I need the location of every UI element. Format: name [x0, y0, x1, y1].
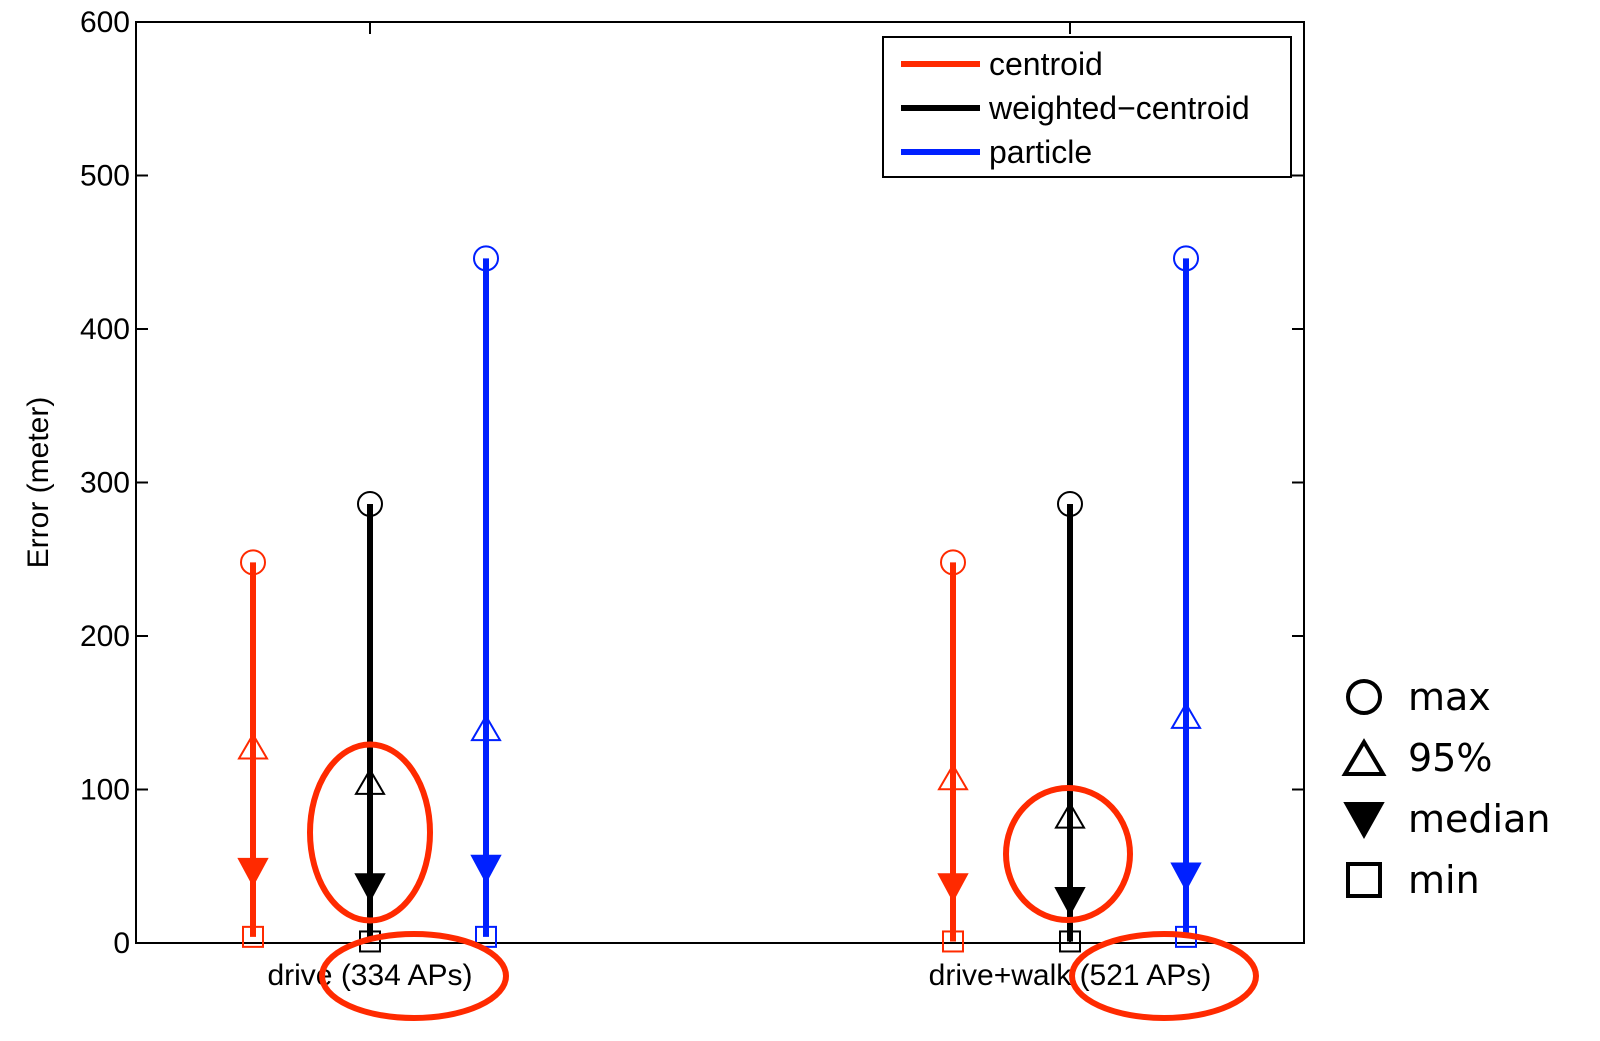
stat-max-icon	[1346, 679, 1382, 715]
legend: centroid weighted−centroid particle	[882, 36, 1292, 178]
stat-legend-label: min	[1408, 858, 1480, 902]
y-tick-label: 300	[80, 467, 130, 500]
median-marker	[354, 873, 386, 903]
median-marker	[1170, 862, 1202, 892]
p95-marker	[1170, 701, 1202, 729]
median-marker	[470, 854, 502, 884]
p95-marker	[470, 714, 502, 742]
max-marker	[1173, 245, 1199, 272]
stat-min-icon	[1346, 862, 1382, 898]
stat-legend-label: median	[1408, 797, 1550, 841]
y-tick-label: 100	[80, 774, 130, 807]
median-marker	[237, 857, 269, 887]
highlight-ellipse	[1003, 784, 1133, 923]
legend-label: centroid	[989, 46, 1103, 82]
p95-marker	[354, 767, 386, 795]
legend-label: weighted−centroid	[988, 90, 1250, 126]
highlight-ellipse	[307, 741, 433, 924]
median-marker	[1054, 887, 1086, 917]
max-marker	[473, 245, 499, 272]
max-marker	[240, 549, 266, 576]
stat-legend: max 95% median min	[1341, 675, 1550, 902]
y-tick-label: 400	[80, 313, 130, 346]
y-tick-label: 600	[80, 6, 130, 39]
x-tick-label: drive (334 APs)	[267, 959, 472, 992]
stat-p95-icon	[1341, 738, 1387, 776]
stat-legend-label: 95%	[1408, 736, 1492, 780]
y-tick-label: 200	[80, 620, 130, 653]
y-tick-label: 0	[113, 927, 130, 960]
p95-marker	[937, 763, 969, 791]
max-marker	[1057, 490, 1083, 517]
highlight-ellipse	[319, 931, 509, 1021]
highlight-ellipse	[1069, 931, 1259, 1021]
median-marker	[937, 873, 969, 903]
stat-median-icon	[1343, 802, 1385, 840]
p95-marker	[237, 732, 269, 760]
min-marker	[1059, 930, 1081, 953]
y-tick-label: 500	[80, 160, 130, 193]
y-axis-title: Error (meter)	[22, 397, 55, 569]
min-marker	[242, 925, 264, 948]
max-marker	[357, 490, 383, 517]
min-marker	[942, 930, 964, 953]
p95-marker	[1054, 801, 1086, 829]
legend-label: particle	[989, 134, 1092, 170]
highlight-layer	[307, 741, 1259, 1021]
max-marker	[940, 549, 966, 576]
stat-legend-label: max	[1408, 675, 1491, 719]
series-layer	[237, 245, 1202, 953]
